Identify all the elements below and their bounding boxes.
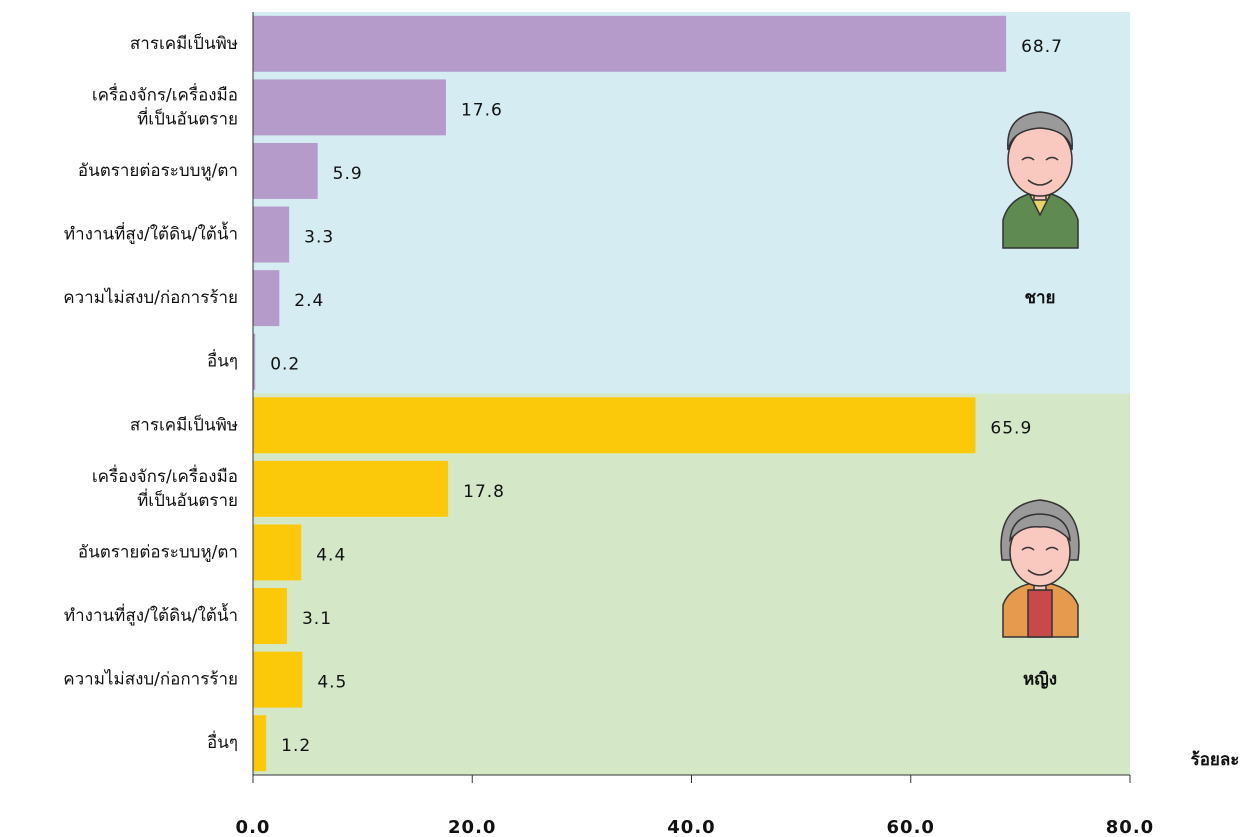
bar: [253, 715, 267, 772]
category-label: ทำงานที่สูง/ใต้ดิน/ใต้น้ำ: [64, 222, 238, 245]
value-label: 5.9: [333, 164, 363, 184]
value-label: 17.6: [461, 100, 503, 120]
value-label: 1.2: [281, 736, 311, 756]
category-label: สารเคมีเป็นพิษ: [130, 413, 238, 435]
value-label: 0.2: [270, 355, 300, 375]
panels: [253, 12, 1130, 775]
category-label: อันตรายต่อระบบหู/ตา: [78, 542, 238, 562]
value-label: 4.4: [316, 545, 346, 565]
bar: [253, 79, 446, 136]
bar: [253, 524, 302, 581]
bar: [253, 460, 449, 517]
x-tick-label: 60.0: [887, 817, 935, 837]
category-label: ความไม่สงบ/ก่อการร้าย: [63, 287, 238, 308]
x-tick-label: 80.0: [1106, 817, 1154, 837]
group-label: ชาย: [1024, 288, 1055, 308]
bar: [253, 15, 1007, 72]
category-label: อื่นๆ: [207, 730, 238, 753]
group-label: หญิง: [1023, 670, 1057, 690]
category-label: เครื่องจักร/เครื่องมือที่เป็นอันตราย: [92, 82, 238, 129]
male-icon: [1002, 111, 1079, 249]
female-icon: [1000, 499, 1080, 638]
category-label: อื่นๆ: [207, 349, 238, 372]
value-label: 2.4: [294, 291, 324, 311]
category-label: เครื่องจักร/เครื่องมือที่เป็นอันตราย: [92, 464, 238, 511]
value-label: 3.1: [302, 609, 332, 629]
bar: [253, 333, 256, 390]
bar: [253, 206, 290, 263]
value-label: 65.9: [990, 418, 1032, 438]
category-label: ทำงานที่สูง/ใต้ดิน/ใต้น้ำ: [64, 603, 238, 626]
bar: [253, 397, 976, 454]
category-label: อันตรายต่อระบบหู/ตา: [78, 161, 238, 181]
x-tick-label: 40.0: [667, 817, 715, 837]
panel-background: [253, 393, 1130, 775]
x-tick-label: 0.0: [236, 817, 271, 837]
value-label: 4.5: [317, 673, 347, 693]
category-label: สารเคมีเป็นพิษ: [130, 32, 238, 54]
x-axis-label: ร้อยละ: [1191, 750, 1240, 770]
bar: [253, 270, 280, 327]
value-label: 3.3: [304, 228, 334, 248]
bar: [253, 142, 318, 199]
bar: [253, 588, 287, 645]
value-label: 68.7: [1021, 37, 1063, 57]
bar: [253, 651, 303, 708]
category-label: ความไม่สงบ/ก่อการร้าย: [63, 669, 238, 690]
x-tick-label: 20.0: [448, 817, 496, 837]
panel-background: [253, 12, 1130, 394]
value-label: 17.8: [463, 482, 505, 502]
